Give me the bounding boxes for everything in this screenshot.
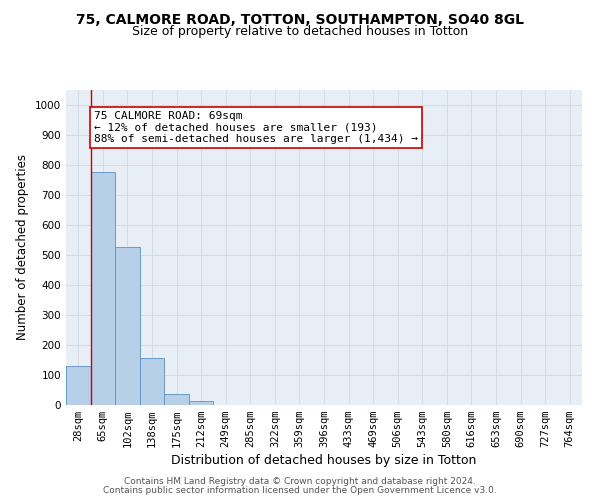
Bar	[164, 394, 189, 405]
Bar	[66, 366, 91, 405]
Text: Contains public sector information licensed under the Open Government Licence v3: Contains public sector information licen…	[103, 486, 497, 495]
Text: Contains HM Land Registry data © Crown copyright and database right 2024.: Contains HM Land Registry data © Crown c…	[124, 477, 476, 486]
Text: 75, CALMORE ROAD, TOTTON, SOUTHAMPTON, SO40 8GL: 75, CALMORE ROAD, TOTTON, SOUTHAMPTON, S…	[76, 12, 524, 26]
X-axis label: Distribution of detached houses by size in Totton: Distribution of detached houses by size …	[172, 454, 476, 468]
Text: Size of property relative to detached houses in Totton: Size of property relative to detached ho…	[132, 25, 468, 38]
Bar	[189, 402, 214, 405]
Bar	[115, 248, 140, 405]
Text: 75 CALMORE ROAD: 69sqm
← 12% of detached houses are smaller (193)
88% of semi-de: 75 CALMORE ROAD: 69sqm ← 12% of detached…	[94, 111, 418, 144]
Bar	[140, 358, 164, 405]
Bar	[91, 172, 115, 405]
Y-axis label: Number of detached properties: Number of detached properties	[16, 154, 29, 340]
